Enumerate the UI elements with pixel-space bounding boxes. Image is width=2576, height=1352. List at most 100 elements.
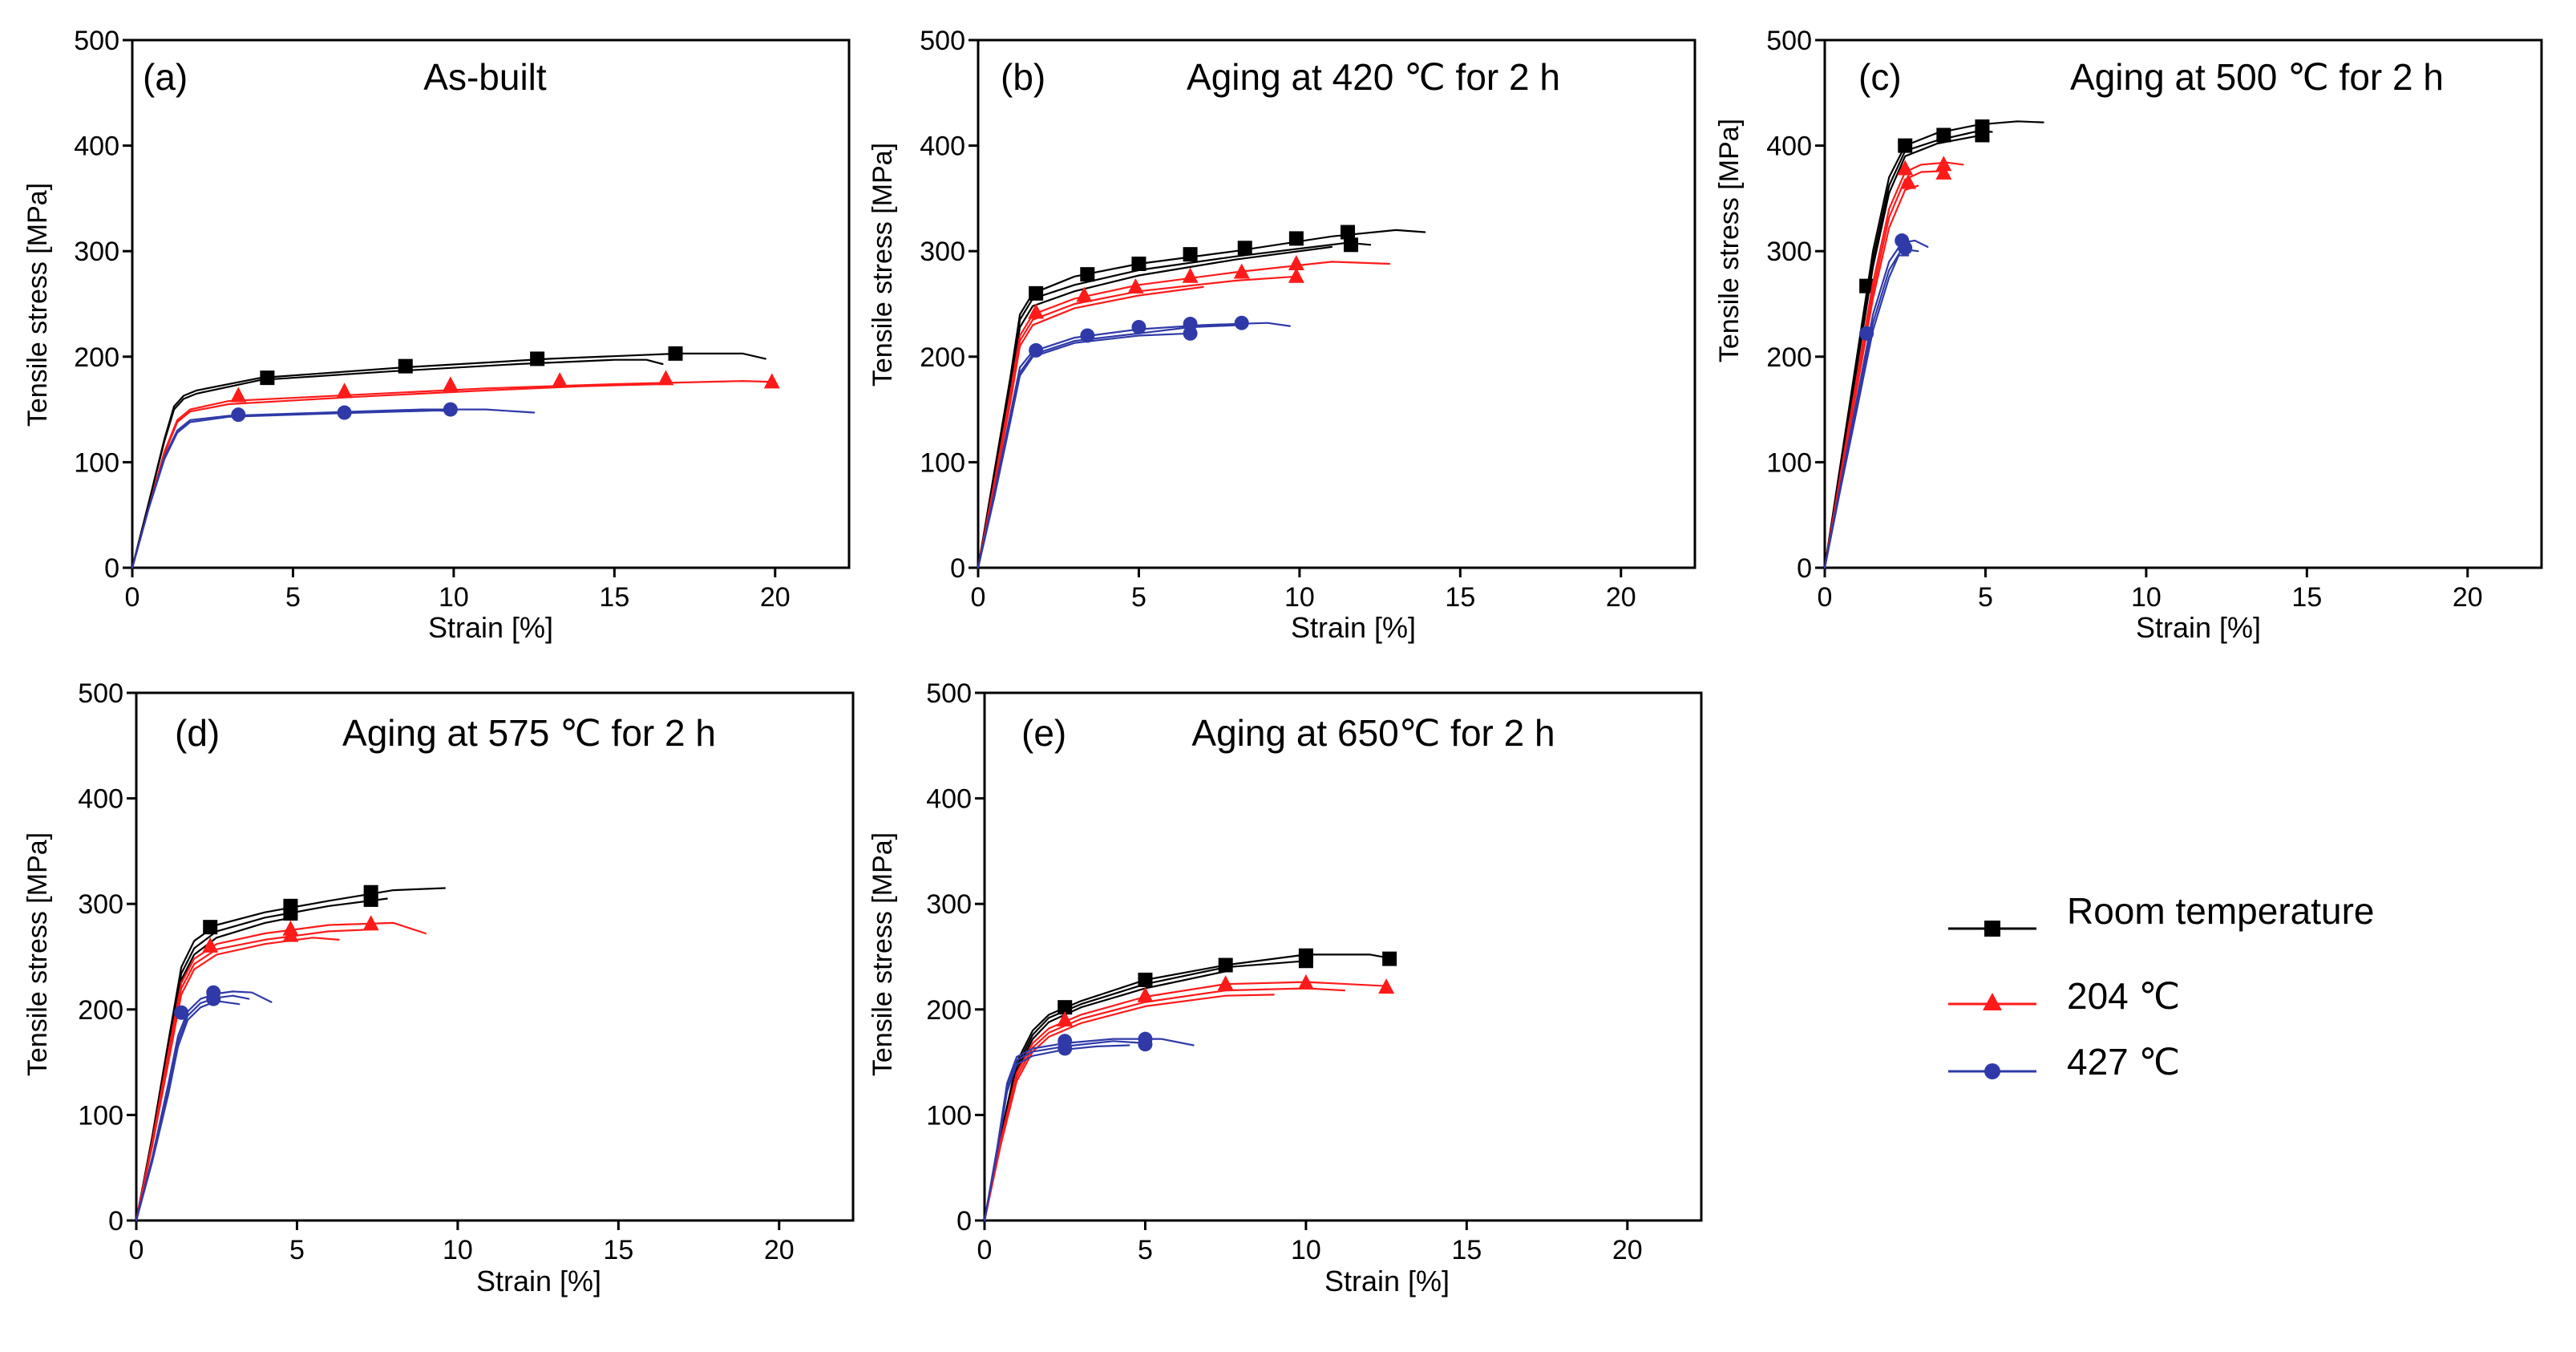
panel-b-curve-square [977,245,1333,569]
panel-a-y-axis-label: Tensile stress [MPa] [22,183,53,427]
panel-e-x-tick-label: 20 [1612,1235,1643,1265]
panel-a-label: (a) [143,56,188,98]
panel-d-marker-square [203,920,218,935]
panel-c-x-tick-label: 20 [2453,582,2483,613]
panel-b-x-tick-label: 20 [1606,582,1636,613]
panel-c-x-axis-label: Strain [%] [2136,611,2261,644]
panel-b-marker-circle [1183,326,1198,341]
panel-c-curve-square [1823,130,1993,569]
legend-square-marker [1984,921,2000,937]
panel-a-curve-square [131,358,664,569]
panel-b: (b) Aging at 420 ℃ for 2 h Tensile stres… [867,26,1696,644]
panel-d-plot-frame [135,691,855,1222]
panel-e-marker-triangle [1057,1010,1074,1026]
legend-label-427: 427 ℃ [2067,1041,2180,1083]
panel-b-x-tick-label: 15 [1445,582,1475,613]
panel-b-marker-triangle [1182,267,1199,283]
panel-c-curve-triangle [1823,161,1964,569]
panel-d-x-tick-label: 10 [443,1235,473,1265]
panel-c-marker-triangle [1900,173,1917,189]
panel-b-marker-triangle [1233,263,1250,279]
panel-a-x-axis-label: Strain [%] [428,611,553,644]
panel-a-marker-triangle [230,387,247,403]
panel-c-marker-square [1859,278,1874,293]
panel-b-y-tick-label: 100 [920,447,965,478]
panel-d-y-axis-label: Tensile stress [MPa] [22,832,53,1076]
panel-c-curve-triangle [1823,184,1919,569]
panel-d-curve-circle [135,994,250,1222]
panel-d-x-tick-label: 5 [289,1235,305,1265]
panel-a-marker-square [398,358,413,374]
panel-d-x-tick-label: 20 [764,1235,795,1265]
panel-d-x-axis-label: Strain [%] [476,1265,601,1297]
panel-e-x-axis-label: Strain [%] [1324,1265,1450,1297]
panel-b-y-tick-label: 400 [920,132,965,162]
panel-d-title: Aging at 575 ℃ for 2 h [342,712,716,754]
panel-e-y-tick-label: 500 [926,678,972,709]
panel-b-marker-square [1237,241,1252,256]
panel-c-marker-circle [1859,326,1874,341]
panel-d-curve-triangle [135,937,340,1222]
panel-e-marker-square [1218,957,1233,973]
panel-b-curve-circle [977,332,1191,569]
panel-d-marker-triangle [202,937,219,953]
panel-b-marker-circle [1131,319,1146,334]
panel-c-x-tick-label: 5 [1978,582,1993,613]
panel-a-y-tick-label: 100 [74,447,119,478]
panel-a-marker-square [530,351,545,366]
panel-d-marker-square [283,906,298,921]
panel-a-y-tick-label: 0 [104,553,119,584]
panel-a-marker-square [260,370,275,386]
panel-b-title: Aging at 420 ℃ for 2 h [1187,56,1560,98]
panel-a-curve-square [131,352,766,569]
panel-e-y-axis-label: Tensile stress [MPa] [867,832,898,1076]
panel-a-curve-circle [131,409,455,569]
panel-c-marker-square [1975,128,1990,143]
legend-entry-room-temperature: Room temperature [1948,890,2375,937]
panel-e-curve-circle [983,1044,1130,1222]
panel-b-marker-triangle [1028,303,1045,319]
panel-b-x-tick-label: 10 [1284,582,1315,613]
panel-e-plot-frame [983,691,1703,1222]
panel-a-x-tick-label: 0 [125,582,140,613]
panel-d-curve-circle [135,1000,241,1222]
panel-e-x-tick-label: 5 [1138,1235,1153,1265]
panel-b-x-tick-label: 0 [971,582,986,613]
panel-d-y-tick-label: 0 [108,1206,123,1237]
panel-a-marker-circle [443,402,458,417]
panel-e-marker-square [1138,972,1153,987]
panel-b-marker-square [1029,285,1044,301]
panel-a-curve-circle [131,408,536,569]
panel-d-marker-triangle [362,915,379,931]
panel-c-marker-triangle [1897,160,1914,176]
panel-b-marker-triangle [1288,254,1304,270]
panel-b-marker-square [1344,237,1359,253]
panel-b-marker-circle [1080,328,1095,343]
panel-b-marker-square [1080,267,1095,282]
panel-a-marker-circle [337,405,352,420]
panel-d-marker-square [363,892,378,907]
panel-b-y-axis-label: Tensile stress [MPa] [867,143,898,387]
panel-c-marker-square [1936,128,1951,143]
panel-e-x-tick-label: 0 [977,1235,993,1265]
panel-a-marker-triangle [763,373,780,389]
panel-d: (d) Aging at 575 ℃ for 2 h Tensile stres… [22,678,855,1297]
panel-d-x-tick-label: 0 [129,1235,144,1265]
panel-b-y-tick-label: 300 [920,237,965,267]
panel-c-x-tick-label: 15 [2291,582,2322,613]
legend-triangle-marker [1983,993,2002,1010]
panel-e-x-tick-label: 15 [1451,1235,1482,1265]
panel-b-label: (b) [1001,56,1045,98]
panel-c-y-tick-label: 400 [1766,132,1812,162]
panel-b-marker-circle [1234,315,1249,330]
panel-e-curve-triangle [983,987,1346,1222]
legend-label-204: 204 ℃ [2067,975,2180,1017]
panel-c-y-tick-label: 0 [1797,553,1812,584]
panel-d-curve-square [135,915,298,1222]
panel-d-y-tick-label: 500 [78,678,123,709]
panel-e-y-tick-label: 200 [926,995,972,1026]
panel-b-curve-triangle [977,261,1391,569]
panel-c-y-tick-label: 300 [1766,237,1812,267]
panel-a-plot-frame [131,38,851,569]
